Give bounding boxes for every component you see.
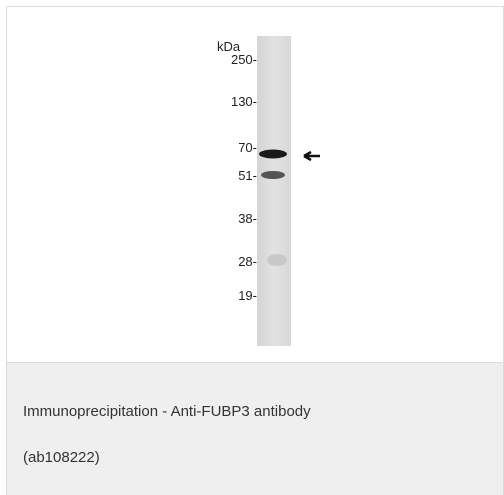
marker-label: 51- [238,168,257,183]
marker-label: 250- [231,52,257,67]
caption-title: Immunoprecipitation - Anti-FUBP3 antibod… [23,403,311,420]
lane [257,36,291,346]
caption-code: (ab108222) [23,449,100,466]
marker-label: 130- [231,94,257,109]
band [259,149,287,159]
band [267,254,287,266]
marker-label: 70- [238,140,257,155]
band [261,171,285,179]
marker-label: 19- [238,288,257,303]
marker-label: 28- [238,254,257,269]
figure: kDa 250- 130- 70- 51- 38- 28- 19- [7,7,503,362]
unit-label: kDa [217,39,241,54]
caption: Immunoprecipitation - Anti-FUBP3 antibod… [7,362,503,495]
western-blot: kDa 250- 130- 70- 51- 38- 28- 19- [217,36,320,346]
marker-label: 38- [238,211,257,226]
image-card: kDa 250- 130- 70- 51- 38- 28- 19- Immunoprecip… [6,6,504,495]
arrow [303,150,320,162]
